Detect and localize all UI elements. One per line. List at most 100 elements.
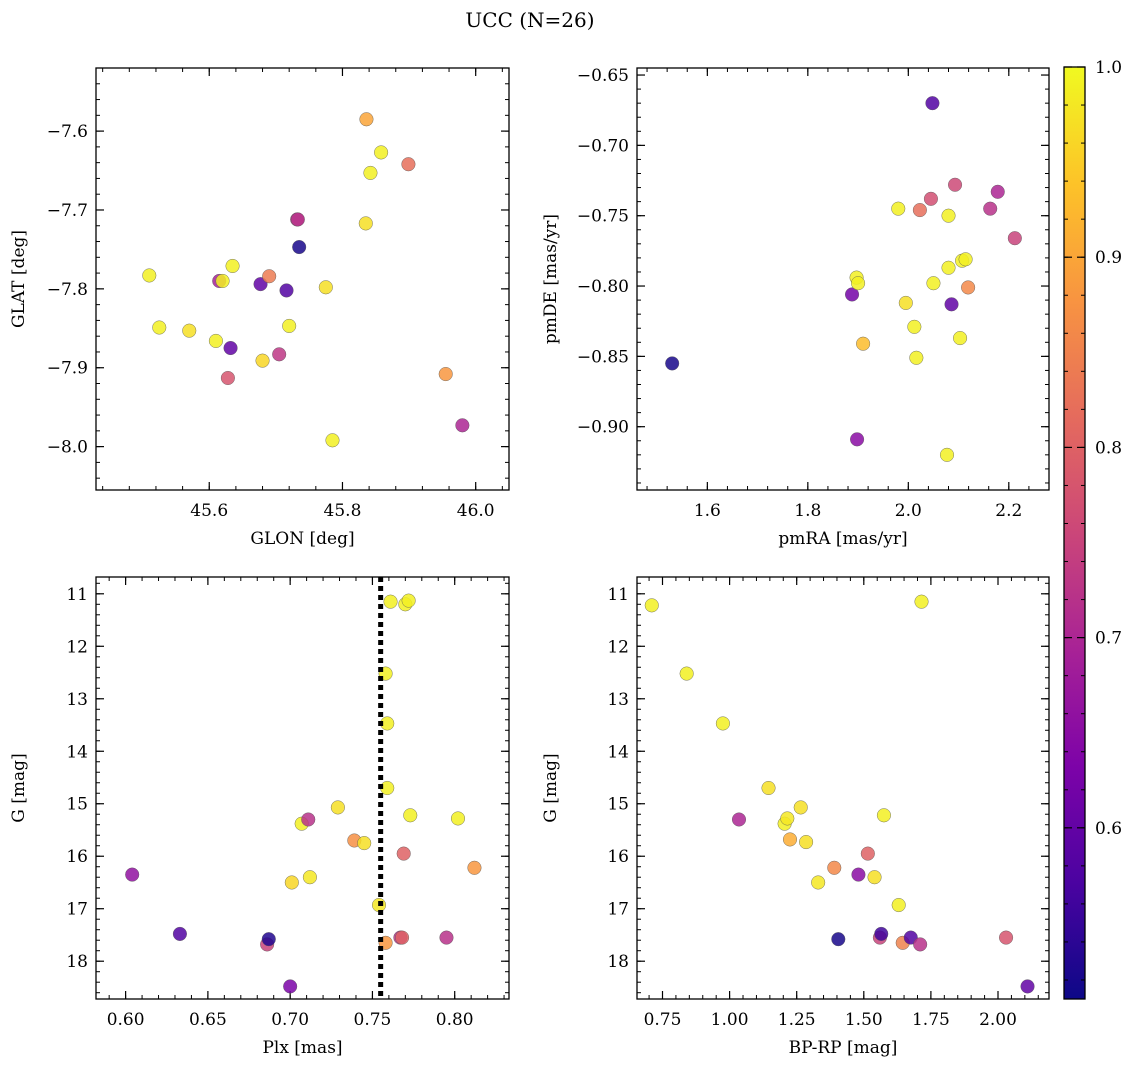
y-tick-label: −0.85 [577,347,629,367]
scatter-point [1020,979,1035,994]
y-tick-label: 15 [66,795,88,815]
y-axis-label: GLAT [deg] [9,230,29,328]
x-tick-label: 1.25 [778,1010,816,1030]
scatter-point [284,875,299,890]
figure-title: UCC (N=26) [465,8,594,32]
colorbar-gradient [1063,66,1086,1000]
scatter-point [383,594,398,609]
y-tick-label: −0.80 [577,277,629,297]
scatter-point [715,716,730,731]
scatter-point [359,112,374,127]
scatter-point [439,930,454,945]
scatter-point [255,353,270,368]
scatter-point [851,276,866,291]
x-tick-label: 1.6 [694,501,721,521]
scatter-point [290,212,305,227]
scatter-point [948,177,963,192]
x-tick-label: 0.80 [436,1010,474,1030]
scatter-panel-1: 45.6 45.8 46.0 −8.0 −7.9 −7.8 −7.7 −7.6 GLON [de… [9,67,510,549]
y-axis-label: G [mag] [541,753,561,822]
y-tick-label: 12 [607,637,629,657]
scatter-point [395,930,410,945]
colorbar-tick-label: 1.0 [1095,58,1122,78]
scatter-point [467,860,482,875]
x-axis-label: BP-RP [mag] [789,1038,898,1058]
scatter-point [302,870,317,885]
scatter-point [891,898,906,913]
scatter-point [225,258,240,273]
scatter-point [283,979,298,994]
scatter-point [761,781,776,796]
scatter-point [282,318,297,333]
scatter-point [223,341,238,356]
y-tick-label: −7.6 [47,122,88,142]
scatter-point [860,846,875,861]
y-tick-label: 14 [66,742,88,762]
scatter-point [793,800,808,815]
scatter-panel-4: 0.75 1.00 1.25 1.50 1.75 2.00 11 12 13 14 15 16 17 18… [541,576,1050,1058]
scatter-point [357,836,372,851]
scatter-point [909,350,924,365]
scatter-point [891,201,906,216]
plot-frame [636,67,1050,491]
y-tick-label: −7.7 [47,201,88,221]
scatter-point [358,216,373,231]
scatter-point [401,157,416,172]
scatter-point [396,846,411,861]
x-tick-label: 0.70 [271,1010,309,1030]
scatter-point [999,930,1014,945]
scatter-point [912,203,927,218]
y-tick-label: 16 [607,847,629,867]
y-tick-label: 18 [607,952,629,972]
x-tick-label: 1.8 [794,501,821,521]
scatter-point [152,320,167,335]
scatter-point [330,800,345,815]
y-tick-label: 15 [607,795,629,815]
scatter-point [898,295,913,310]
colorbar-tick-label: 0.6 [1095,819,1122,839]
scatter-point [208,333,223,348]
x-axis-label: GLON [deg] [250,529,354,549]
scatter-point [438,367,453,382]
scatter-point [958,252,973,267]
scatter-point [325,433,340,448]
scatter-point [914,594,929,609]
x-tick-label: 0.65 [189,1010,227,1030]
plot-frame [95,67,510,491]
scatter-point [983,201,998,216]
scatter-panel-3: 0.60 0.65 0.70 0.75 0.80 11 12 13 14 15 16 17 18 Plx … [9,576,510,1058]
scatter-point [827,860,842,875]
scatter-point [455,418,470,433]
scatter-point [142,268,157,283]
y-tick-label: −0.65 [577,66,629,86]
x-tick-label: 2.2 [995,501,1022,521]
scatter-point [925,96,940,111]
scatter-point [913,937,928,952]
x-tick-label: 2.00 [979,1010,1017,1030]
x-tick-label: 46.0 [457,501,495,521]
scatter-point [990,184,1005,199]
scatter-point [182,323,197,338]
y-tick-label: 13 [607,690,629,710]
scatter-point [403,808,418,823]
x-axis-label: Plx [mas] [262,1038,342,1058]
scatter-point [856,336,871,351]
y-tick-label: 17 [66,900,88,920]
scatter-point [941,260,956,275]
plot-frame [95,576,510,1000]
scatter-point [940,447,955,462]
colorbar-tick-label: 0.9 [1095,248,1122,268]
y-tick-label: −8.0 [47,438,88,458]
x-tick-label: 1.75 [912,1010,950,1030]
y-tick-label: 11 [66,585,88,605]
y-tick-label: −0.70 [577,136,629,156]
y-tick-label: 14 [607,742,629,762]
scatter-point [215,273,230,288]
colorbar-tick-label: 0.7 [1095,629,1122,649]
x-tick-label: 0.75 [354,1010,392,1030]
scatter-point [867,870,882,885]
x-tick-label: 1.00 [711,1010,749,1030]
scatter-point [944,297,959,312]
scatter-point [363,165,378,180]
plot-frame [636,576,1050,1000]
